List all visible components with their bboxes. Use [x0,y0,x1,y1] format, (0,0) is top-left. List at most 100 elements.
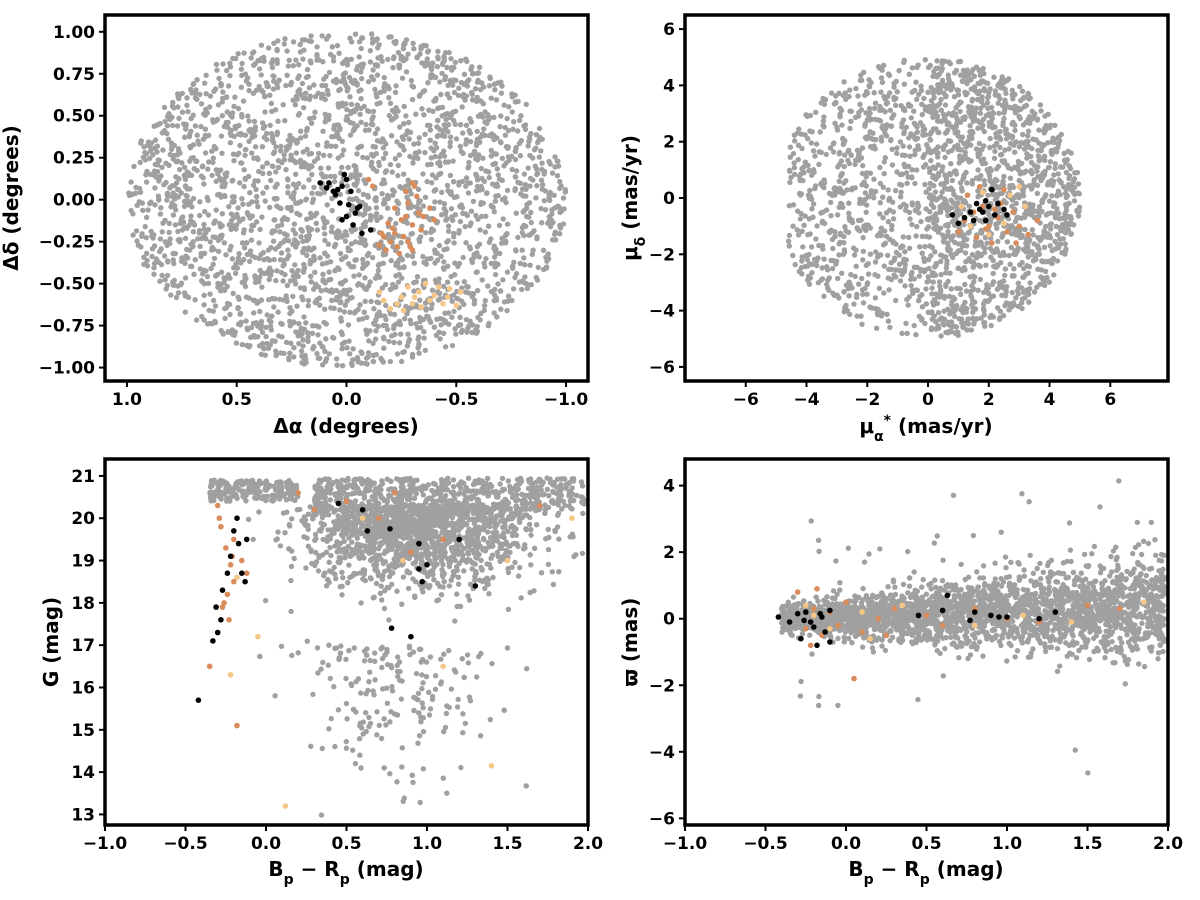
field-star-point [252,273,258,279]
panel-cmd: −1.0 −0.5 0.0 0.5 1.0 1.5 2.021201918171615141… [39,457,603,888]
field-star-point [300,238,306,245]
field-star-point [982,323,988,329]
field-star-point [990,270,996,277]
field-star-point [165,136,172,142]
field-star-point [130,191,136,197]
field-star-point [474,138,480,145]
cluster-member-orange-point [409,222,416,228]
field-star-point [357,240,363,246]
field-star-point [499,177,505,184]
field-star-point [295,112,302,118]
field-star-point [492,160,499,167]
field-star-point [152,185,158,191]
field-star-point [401,147,407,153]
field-star-point [939,65,945,72]
field-star-point [252,254,258,261]
field-star-point [524,201,530,208]
field-star-point [274,47,280,54]
field-star-point [878,138,885,144]
field-star-point [894,150,900,156]
field-star-point [374,36,380,42]
field-star-point [947,311,953,317]
field-star-point [837,185,843,191]
field-star-point [901,268,907,275]
field-star-point [423,43,429,49]
field-star-point [817,129,823,135]
field-star-point [476,64,483,71]
field-star-point [320,362,326,368]
field-star-point [205,212,212,218]
field-star-point [1038,173,1045,179]
field-star-point [324,202,330,208]
field-star-point [1042,282,1048,289]
field-star-point [338,315,344,321]
field-star-point [461,71,468,78]
field-star-point [834,212,841,218]
field-star-point [345,164,351,171]
field-star-point [467,180,473,186]
field-star-point [524,285,531,292]
field-star-point [322,119,328,125]
field-star-point [881,290,887,296]
field-star-point [845,286,852,292]
field-star-point [391,323,397,329]
field-star-point [441,122,447,128]
field-star-point [1051,172,1057,178]
field-star-point [131,163,137,170]
field-star-point [282,271,288,278]
field-star-point [363,121,369,128]
field-star-point [167,185,173,191]
field-star-point [376,162,382,169]
field-star-point [549,207,555,213]
field-star-point [938,258,944,265]
field-star-point [214,67,220,73]
field-star-point [284,72,290,79]
field-star-point [329,134,335,140]
field-star-point [915,62,921,68]
field-star-point [444,279,451,285]
field-star-point [221,240,227,246]
field-star-point [227,140,234,146]
field-star-point [164,282,170,289]
field-star-point [227,311,233,318]
field-star-point [300,149,306,155]
field-star-point [964,67,970,73]
field-star-point [331,305,337,311]
field-star-point [407,317,413,323]
field-star-point [274,181,280,187]
field-star-point [231,103,237,110]
field-star-point [403,69,410,75]
field-star-point [1047,159,1054,165]
field-star-point [416,149,422,155]
field-star-point [411,260,417,266]
field-star-point [902,262,908,268]
field-star-point [200,163,206,169]
field-star-point [800,244,806,250]
field-star-point [254,300,260,306]
field-star-point [143,179,150,185]
field-star-point [308,38,314,45]
field-star-point [283,339,290,345]
field-star-point [327,259,334,265]
cluster-member-orange-point [420,213,427,220]
field-star-point [277,148,284,154]
cluster-member-light-point [440,301,446,307]
field-star-point [469,329,475,336]
field-star-point [201,302,207,308]
field-star-point [261,270,267,277]
cluster-member-orange-point [431,217,438,223]
cluster-member-black-point [955,220,962,227]
field-star-point [922,57,928,63]
field-star-point [347,119,353,126]
field-star-point [232,270,239,276]
field-star-point [926,234,933,240]
field-star-point [962,153,968,159]
field-star-point [409,230,415,237]
field-star-point [937,209,944,215]
field-star-point [969,302,975,308]
cluster-member-orange-point [1016,223,1022,229]
field-star-point [491,209,497,215]
field-star-point [482,297,488,304]
field-star-point [151,168,158,174]
field-star-point [884,311,890,317]
